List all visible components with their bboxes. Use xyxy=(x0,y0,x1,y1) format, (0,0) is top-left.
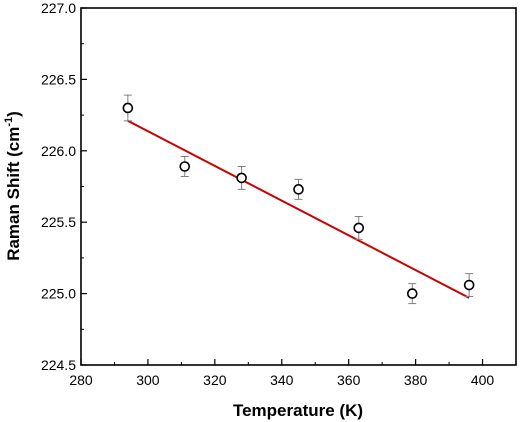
x-tick-label: 400 xyxy=(471,372,495,388)
marker xyxy=(179,161,191,172)
data-point xyxy=(179,156,191,178)
data-point xyxy=(463,273,475,297)
y-tick-label: 226.0 xyxy=(41,143,76,159)
marker xyxy=(236,172,247,184)
x-tick-label: 320 xyxy=(203,372,227,388)
y-tick-label: 224.5 xyxy=(41,357,76,373)
x-tick-label: 300 xyxy=(136,372,160,388)
axis-ticks xyxy=(80,7,484,366)
x-tick-label: 280 xyxy=(69,372,93,388)
y-tick-label: 226.5 xyxy=(41,71,76,87)
data-points xyxy=(122,94,475,305)
x-tick-label: 380 xyxy=(404,372,428,388)
data-point xyxy=(122,94,134,122)
marker xyxy=(463,279,475,291)
y-axis-label-main: Raman Shift (cm xyxy=(4,127,23,261)
marker xyxy=(293,184,304,195)
axis-tick-labels: 280 300 320 340 360 380 400 224.5 225.0 225.5 226.… xyxy=(41,0,494,388)
y-tick-label: 225.0 xyxy=(41,286,76,302)
data-point xyxy=(406,283,418,305)
marker xyxy=(406,288,418,299)
y-axis-label-superscript: -1 xyxy=(3,117,15,127)
y-tick-label: 227.0 xyxy=(41,0,76,16)
data-point xyxy=(293,178,304,200)
y-tick-label: 225.5 xyxy=(41,214,76,230)
y-axis-label-suffix: ) xyxy=(4,111,23,117)
x-tick-label: 340 xyxy=(270,372,294,388)
y-axis-label: Raman Shift (cm-1) xyxy=(3,111,23,261)
fit-line xyxy=(127,119,470,299)
data-point xyxy=(353,215,365,240)
x-tick-label: 360 xyxy=(337,372,361,388)
data-point xyxy=(236,166,247,190)
marker xyxy=(353,222,365,234)
x-axis-label: Temperature (K) xyxy=(233,401,363,420)
marker xyxy=(122,102,134,114)
